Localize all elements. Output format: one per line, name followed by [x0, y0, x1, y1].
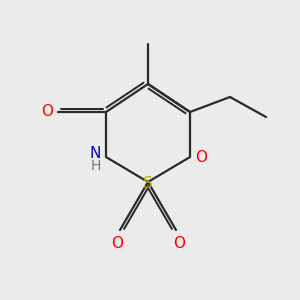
Text: N: N [90, 146, 101, 161]
Text: O: O [111, 236, 123, 251]
Text: O: O [195, 149, 207, 164]
Text: S: S [143, 176, 153, 190]
Text: H: H [91, 159, 101, 173]
Text: O: O [173, 236, 185, 251]
Text: O: O [41, 104, 53, 119]
